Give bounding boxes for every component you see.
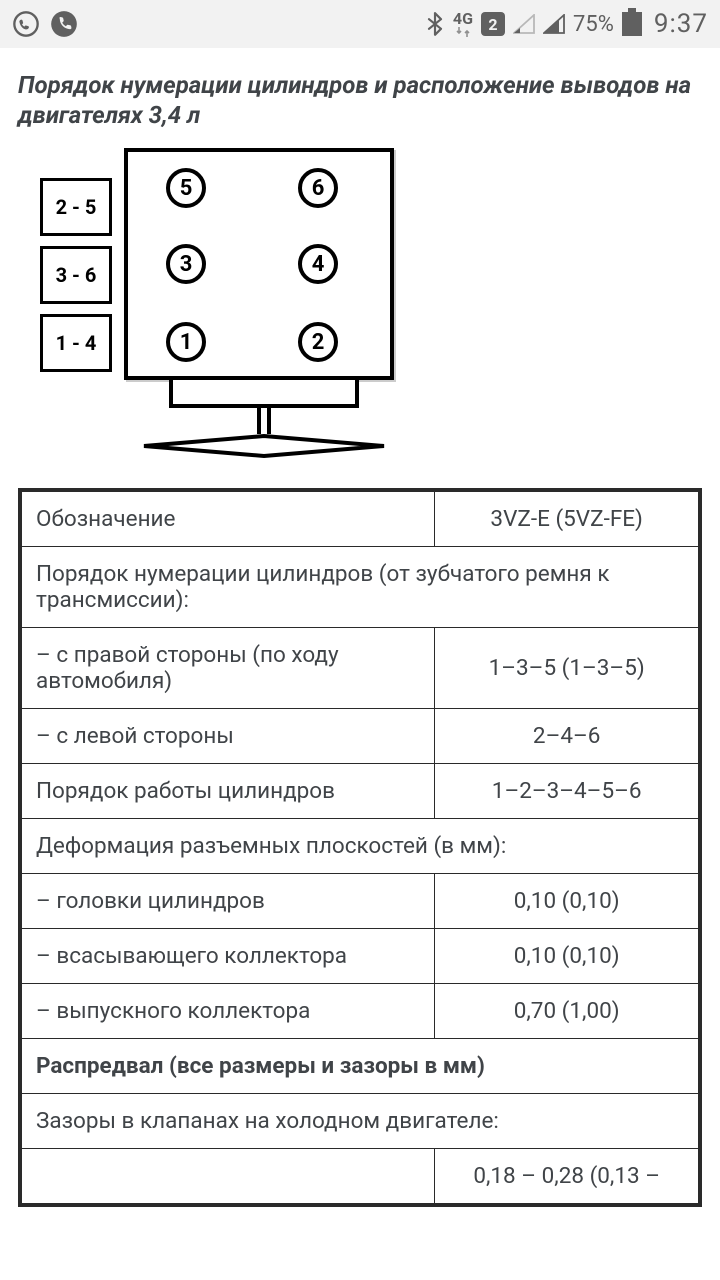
- table-row: 0,18 – 0,28 (0,13 –: [20, 1149, 700, 1206]
- cylinder-4: 4: [298, 244, 338, 284]
- table-row: – с левой стороны 2–4–6: [20, 709, 700, 764]
- engine-block: 5 6 3 4 1 2: [124, 148, 404, 458]
- pair-box: 3 - 6: [40, 246, 112, 304]
- cell-full: Зазоры в клапанах на холодном двигателе:: [20, 1094, 700, 1149]
- engine-stand: [169, 380, 359, 458]
- bluetooth-icon: [425, 12, 445, 36]
- pair-box: 2 - 5: [40, 178, 112, 236]
- cylinder-3: 3: [166, 244, 206, 284]
- cell-value: 0,10 (0,10): [435, 874, 700, 929]
- cell-label: – выпускного коллектора: [20, 984, 435, 1039]
- battery-icon: [622, 12, 642, 36]
- cylinder-diagram: 2 - 5 3 - 6 1 - 4 5 6 3 4 1 2: [18, 148, 702, 458]
- cylinder-2: 2: [298, 322, 338, 362]
- cylinder-5: 5: [166, 168, 206, 208]
- cell-full: Деформация разъемных плоскостей (в мм):: [20, 819, 700, 874]
- cell-label: – всасывающего коллектора: [20, 929, 435, 984]
- pair-box: 1 - 4: [40, 314, 112, 372]
- cell-full-bold: Распредвал (все размеры и зазоры в мм): [20, 1039, 700, 1094]
- cell-value: 0,18 – 0,28 (0,13 –: [435, 1149, 700, 1206]
- cell-value: 1–2–3–4–5–6: [435, 764, 700, 819]
- cell-value: 0,70 (1,00): [435, 984, 700, 1039]
- whatsapp-icon: [12, 10, 40, 38]
- cell-value: 0,10 (0,10): [435, 929, 700, 984]
- phone-call-icon: [50, 10, 78, 38]
- table-row: – всасывающего коллектора 0,10 (0,10): [20, 929, 700, 984]
- table-row: Порядок работы цилиндров 1–2–3–4–5–6: [20, 764, 700, 819]
- cell-label: [20, 1149, 435, 1206]
- engine-body: 5 6 3 4 1 2: [124, 148, 394, 380]
- sim-slot-icon: 2: [481, 12, 505, 36]
- cell-label: – с правой стороны (по ходу автомобиля): [20, 628, 435, 709]
- table-row: Обозначение 3VZ-E (5VZ-FE): [20, 490, 700, 547]
- table-row: Распредвал (все размеры и зазоры в мм): [20, 1039, 700, 1094]
- cell-label: – с левой стороны: [20, 709, 435, 764]
- spec-table-body: Обозначение 3VZ-E (5VZ-FE) Порядок нумер…: [20, 490, 700, 1205]
- cell-label: Обозначение: [20, 490, 435, 547]
- table-row: Зазоры в клапанах на холодном двигателе:: [20, 1094, 700, 1149]
- cell-value: 2–4–6: [435, 709, 700, 764]
- signal-strong-icon: [543, 14, 565, 34]
- cell-label: Порядок работы цилиндров: [20, 764, 435, 819]
- cell-label: – головки цилиндров: [20, 874, 435, 929]
- status-right-icons: 4G 2 75% 9:37: [425, 9, 708, 39]
- signal-weak-icon: [513, 14, 535, 34]
- cylinder-1: 1: [166, 322, 206, 362]
- table-row: – с правой стороны (по ходу автомобиля) …: [20, 628, 700, 709]
- cell-value: 1–3–5 (1–3–5): [435, 628, 700, 709]
- pair-boxes-column: 2 - 5 3 - 6 1 - 4: [40, 178, 112, 372]
- page-title: Порядок нумерации цилиндров и расположен…: [18, 70, 702, 130]
- cylinder-6: 6: [298, 168, 338, 208]
- battery-percent: 75%: [573, 12, 614, 37]
- table-row: Деформация разъемных плоскостей (в мм):: [20, 819, 700, 874]
- cell-full: Порядок нумерации цилиндров (от зубчатог…: [20, 547, 700, 628]
- table-row: Порядок нумерации цилиндров (от зубчатог…: [20, 547, 700, 628]
- android-status-bar: 4G 2 75% 9:37: [0, 0, 720, 48]
- cell-value: 3VZ-E (5VZ-FE): [435, 490, 700, 547]
- page-content: Порядок нумерации цилиндров и расположен…: [0, 48, 720, 1207]
- network-label: 4G: [453, 11, 473, 27]
- network-4g-icon: 4G: [453, 11, 473, 37]
- spec-table: Обозначение 3VZ-E (5VZ-FE) Порядок нумер…: [18, 488, 702, 1207]
- status-left-icons: [12, 10, 78, 38]
- table-row: – выпускного коллектора 0,70 (1,00): [20, 984, 700, 1039]
- clock-time: 9:37: [654, 9, 708, 39]
- table-row: – головки цилиндров 0,10 (0,10): [20, 874, 700, 929]
